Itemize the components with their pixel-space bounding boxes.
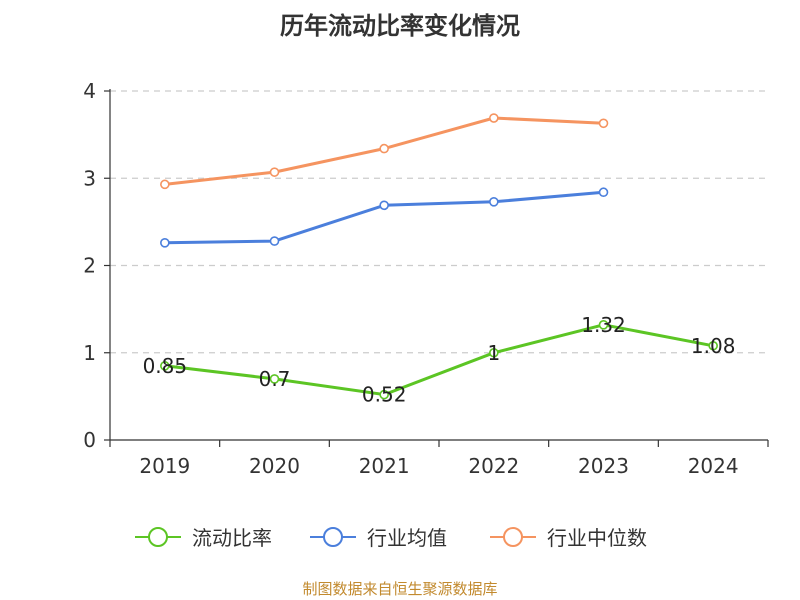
source-note: 制图数据来自恒生聚源数据库 — [302, 580, 498, 598]
series-3 — [160, 113, 609, 190]
data-point — [489, 113, 499, 123]
series-group — [160, 113, 718, 400]
data-point — [160, 361, 170, 371]
chart-title: 历年流动比率变化情况 — [280, 12, 520, 40]
data-point — [160, 238, 170, 248]
data-point — [489, 197, 499, 207]
x-tick-label: 2022 — [468, 454, 519, 478]
data-label: 0.52 — [362, 383, 407, 407]
legend-swatch-marker — [323, 527, 343, 547]
legend-item-3[interactable]: 行业中位数 — [490, 526, 647, 550]
data-point — [598, 187, 609, 198]
x-tick-label: 2023 — [578, 454, 629, 478]
data-label: 1.08 — [691, 334, 736, 358]
y-tick-label: 3 — [83, 166, 96, 190]
data-point — [598, 320, 609, 330]
y-tick-label: 1 — [83, 341, 96, 365]
legend-label: 行业均值 — [367, 526, 447, 550]
data-point — [160, 179, 170, 190]
y-tick-label: 2 — [83, 254, 96, 278]
series-2 — [160, 187, 609, 248]
data-label: 1.32 — [581, 313, 626, 337]
data-point — [379, 389, 389, 400]
data-point — [269, 167, 280, 177]
legend-item-1[interactable]: 流动比率 — [135, 526, 272, 550]
gridlines — [110, 90, 768, 354]
data-point — [379, 200, 389, 211]
x-tick-label: 2021 — [359, 454, 410, 478]
axes: 0 1 2 3 4 2019 2020 2021 2022 2023 2024 — [83, 79, 769, 478]
data-point — [379, 143, 389, 154]
data-point — [598, 118, 609, 129]
legend-item-2[interactable]: 行业均值 — [310, 526, 447, 550]
data-label: 0.85 — [143, 354, 188, 378]
data-labels: 0.85 0.7 0.52 1 1.32 1.08 — [143, 313, 736, 407]
legend-swatch-marker — [503, 527, 523, 547]
data-label: 1 — [487, 341, 500, 365]
legend-label: 流动比率 — [192, 526, 272, 550]
data-point — [269, 374, 280, 384]
x-tick-label: 2020 — [249, 454, 300, 478]
legend-swatch-marker — [148, 527, 168, 547]
series-1 — [160, 320, 718, 400]
series-line — [164, 190, 604, 245]
y-tick-label: 4 — [83, 79, 96, 103]
x-tick-label: 2019 — [139, 454, 190, 478]
data-point — [489, 347, 499, 358]
y-tick-label: 0 — [83, 428, 96, 452]
x-tick-label: 2024 — [688, 454, 739, 478]
data-label: 0.7 — [259, 367, 291, 391]
data-point — [708, 340, 718, 351]
legend-label: 行业中位数 — [547, 526, 647, 550]
series-line — [164, 323, 714, 397]
data-point — [269, 236, 280, 246]
legend[interactable]: 流动比率 行业均值 行业中位数 — [135, 526, 647, 550]
